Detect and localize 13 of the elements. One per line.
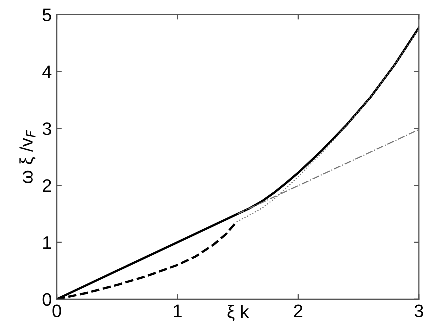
y-tick-label: 4: [42, 66, 52, 78]
y-tick-label: 5: [42, 8, 52, 22]
x-axis-title: ξ k: [228, 305, 250, 322]
x-tick-label: 1: [174, 304, 182, 318]
line-series: [236, 28, 420, 223]
y-axis-title: ω ξ /v$_{F}$: [20, 130, 36, 184]
y-tick-label: 1: [44, 236, 52, 250]
y-tick-label: 3: [42, 122, 52, 136]
x-tick-label: 3: [414, 304, 424, 318]
x-tick-label: 0: [52, 304, 62, 318]
y-tick-label: 2: [43, 179, 52, 192]
y-tick-label: 0: [42, 293, 52, 306]
x-tick-label: 2: [294, 304, 303, 318]
